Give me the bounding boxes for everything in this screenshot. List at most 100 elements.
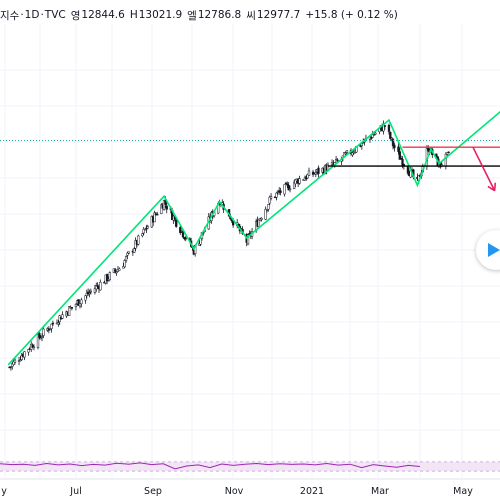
candle-body bbox=[124, 256, 128, 261]
candle-body bbox=[383, 125, 387, 127]
candle-body bbox=[123, 260, 126, 268]
separator: · bbox=[40, 9, 44, 21]
open-value: 12844.6 bbox=[81, 9, 125, 21]
candle-body bbox=[116, 269, 120, 272]
candle-body bbox=[115, 271, 118, 274]
arrow-shaft bbox=[472, 146, 496, 192]
candle-body bbox=[27, 349, 30, 353]
candle-body bbox=[145, 227, 148, 230]
high-label: H bbox=[129, 9, 138, 21]
candle-body bbox=[257, 219, 261, 227]
candle-body bbox=[336, 159, 339, 162]
candles bbox=[8, 120, 450, 371]
x-tick-label: Jul bbox=[69, 486, 81, 497]
rsi-line bbox=[0, 462, 421, 470]
candle-body bbox=[11, 363, 14, 367]
arrow-head bbox=[487, 185, 496, 192]
candle-body bbox=[127, 251, 130, 254]
candle-body bbox=[260, 217, 263, 220]
candle-body bbox=[344, 152, 347, 155]
candle-body bbox=[19, 359, 22, 362]
candle-body bbox=[20, 355, 23, 360]
candle-body bbox=[351, 152, 354, 156]
candle-body bbox=[292, 182, 296, 190]
candle-body bbox=[287, 184, 290, 191]
candle-body bbox=[246, 234, 250, 245]
interval[interactable]: 1D bbox=[24, 9, 40, 21]
arrow-head bbox=[493, 182, 497, 191]
candle-body bbox=[143, 228, 147, 231]
candle-body bbox=[387, 124, 391, 132]
candle-body bbox=[32, 346, 36, 349]
candle-body bbox=[165, 205, 168, 210]
high-value: 13021.9 bbox=[138, 9, 183, 21]
candle-body bbox=[80, 299, 83, 305]
close-label: 씨 bbox=[246, 9, 256, 22]
play-icon bbox=[488, 243, 500, 257]
candle-body bbox=[181, 231, 185, 238]
zigzag-pattern-line bbox=[7, 110, 500, 366]
candle-body bbox=[389, 131, 392, 139]
candle-body bbox=[162, 200, 166, 210]
candle-body bbox=[85, 293, 88, 296]
candle-body bbox=[314, 172, 317, 175]
rsi-panel bbox=[0, 461, 500, 472]
candle-body bbox=[108, 272, 111, 280]
candle-body bbox=[175, 219, 178, 227]
candle-body bbox=[298, 178, 301, 184]
candle-body bbox=[122, 266, 125, 269]
candle-body bbox=[95, 285, 98, 290]
candle-body bbox=[435, 153, 438, 158]
candle-body bbox=[427, 147, 430, 152]
candle-body bbox=[13, 359, 17, 363]
candle-body bbox=[397, 146, 400, 152]
candle-body bbox=[146, 226, 149, 229]
candle-body bbox=[444, 153, 448, 167]
symbol-name[interactable]: 지수 bbox=[0, 9, 20, 22]
candle-body bbox=[89, 290, 92, 293]
candle-body bbox=[447, 151, 450, 154]
candle-body bbox=[406, 166, 410, 174]
candle-body bbox=[78, 303, 82, 307]
candle-body bbox=[372, 134, 376, 136]
candle-body bbox=[38, 332, 41, 338]
candle-body bbox=[283, 184, 286, 195]
open-label: 영 bbox=[70, 9, 81, 22]
candle-body bbox=[51, 322, 55, 325]
candle-body bbox=[93, 288, 97, 293]
candle-body bbox=[105, 274, 109, 282]
candle-body bbox=[126, 252, 129, 256]
candle-body bbox=[399, 157, 403, 160]
projection-arrow bbox=[472, 146, 497, 192]
candle-body bbox=[88, 292, 91, 294]
candle-body bbox=[268, 196, 271, 204]
candle-body bbox=[180, 230, 183, 232]
candle-body bbox=[265, 209, 269, 211]
close-value: 12977.7 bbox=[256, 9, 301, 21]
candle-body bbox=[137, 235, 140, 245]
x-tick-label: Sep bbox=[144, 486, 162, 497]
candle-body bbox=[141, 233, 144, 237]
candle-body bbox=[374, 132, 377, 135]
candle-body bbox=[142, 228, 145, 234]
candle-body bbox=[99, 281, 102, 291]
candle-body bbox=[160, 204, 163, 215]
candle-body bbox=[12, 361, 15, 365]
x-tick-label: May bbox=[453, 486, 473, 497]
candle-body bbox=[36, 333, 40, 348]
candle-body bbox=[294, 179, 297, 185]
candle-body bbox=[156, 213, 159, 216]
candle-body bbox=[42, 328, 45, 336]
candle-body bbox=[184, 237, 187, 240]
candle-body bbox=[391, 138, 395, 147]
candle-body bbox=[49, 328, 52, 330]
candle-body bbox=[17, 360, 21, 362]
candle-body bbox=[77, 299, 80, 306]
candle-body bbox=[317, 167, 320, 174]
candle-body bbox=[133, 248, 136, 253]
candle-body bbox=[23, 351, 26, 358]
candle-body bbox=[50, 323, 53, 329]
separator: · bbox=[20, 9, 24, 21]
candle-body bbox=[345, 150, 349, 153]
candle-body bbox=[284, 182, 288, 185]
